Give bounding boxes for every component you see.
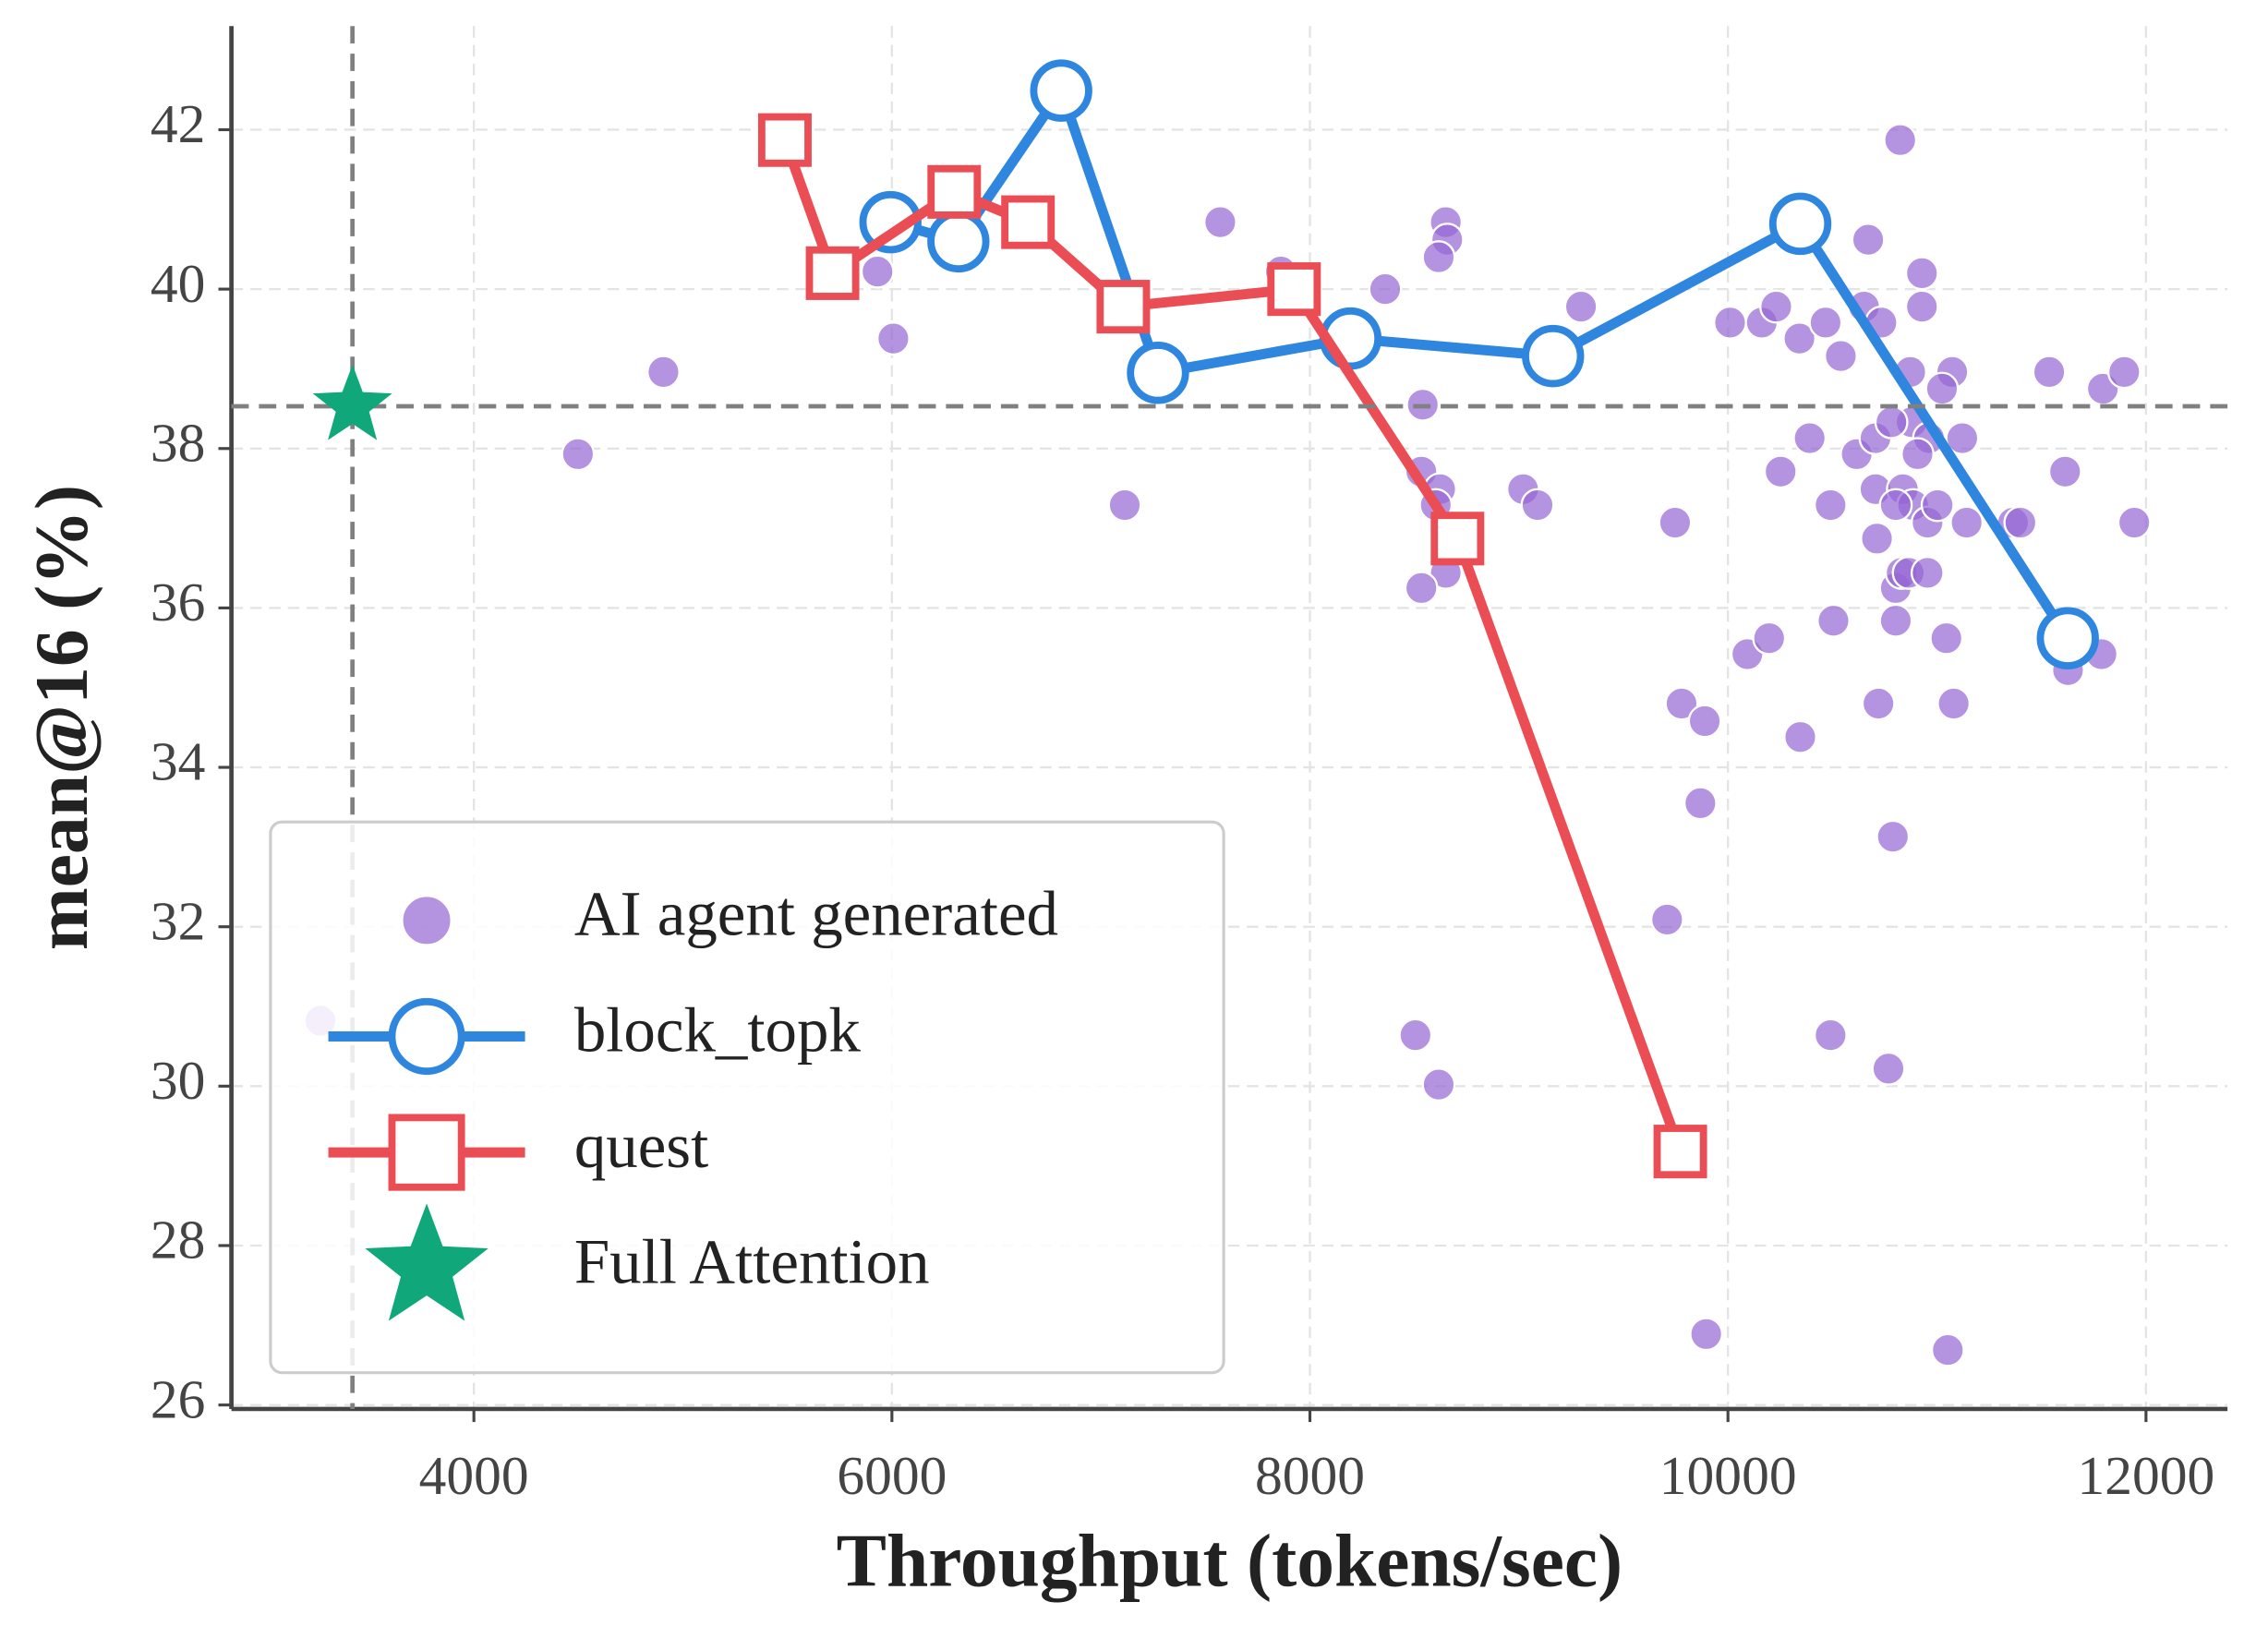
point	[876, 321, 911, 356]
y-tick-label: 30	[151, 1050, 206, 1111]
point	[2106, 355, 2141, 390]
legend-label: AI agent generated	[574, 879, 1058, 949]
x-tick-label: 6000	[837, 1445, 947, 1506]
point	[1687, 704, 1722, 739]
legend-marker	[388, 997, 465, 1076]
y-tick-label: 32	[151, 890, 206, 951]
point	[1107, 488, 1142, 523]
point	[1936, 686, 1972, 721]
point	[1904, 289, 1939, 324]
point	[1871, 1051, 1906, 1086]
point	[1808, 305, 1843, 340]
point	[1904, 256, 1939, 291]
point	[1900, 437, 1935, 472]
square-marker	[1653, 1125, 1707, 1179]
point	[1874, 404, 1909, 440]
point	[1929, 620, 1964, 656]
point	[1824, 339, 1858, 374]
point	[1910, 555, 1945, 590]
circle-marker	[1030, 59, 1092, 122]
point	[1763, 454, 1798, 489]
point	[646, 355, 681, 390]
square-marker	[1430, 512, 1485, 566]
point	[1421, 1067, 1456, 1102]
point	[1851, 223, 1886, 258]
point	[1752, 620, 1787, 656]
y-tick-label: 34	[151, 731, 206, 792]
point	[1861, 686, 1896, 721]
legend-label: Full Attention	[574, 1226, 930, 1296]
legend-label: quest	[574, 1111, 708, 1181]
point	[1649, 902, 1684, 937]
point	[1813, 1018, 1848, 1053]
point	[860, 254, 895, 289]
x-tick-label: 8000	[1255, 1445, 1365, 1506]
point	[1876, 819, 1911, 854]
legend-marker	[388, 1114, 465, 1191]
x-tick-label: 12000	[2077, 1445, 2214, 1506]
point	[1404, 571, 1439, 606]
point	[1683, 786, 1718, 821]
point	[1860, 521, 1894, 556]
x-tick-label: 4000	[419, 1445, 529, 1506]
point	[1945, 421, 1980, 455]
circle-marker	[2036, 607, 2099, 669]
point	[1883, 123, 1918, 158]
point	[1398, 1018, 1433, 1053]
square-marker	[805, 246, 860, 300]
point	[1368, 271, 1403, 307]
point	[1759, 289, 1793, 324]
point	[1782, 321, 1817, 356]
x-tick-label: 10000	[1659, 1445, 1797, 1506]
point	[2003, 505, 2038, 540]
y-tick-label: 28	[151, 1210, 206, 1271]
point	[1203, 205, 1237, 240]
point	[1658, 505, 1693, 540]
point	[1930, 1332, 1965, 1367]
y-axis-title: mean@16 (%)	[19, 485, 103, 950]
point	[1713, 305, 1747, 340]
point	[1949, 505, 1984, 540]
point	[561, 437, 596, 472]
square-marker	[927, 164, 982, 219]
star-marker	[312, 364, 392, 440]
point	[1689, 1317, 1724, 1352]
point	[1816, 603, 1851, 638]
point	[1664, 686, 1699, 721]
point	[2117, 505, 2152, 540]
point	[1783, 719, 1817, 754]
legend-box	[269, 820, 1225, 1375]
circle-marker	[1522, 324, 1585, 388]
circle-marker	[1768, 192, 1832, 256]
square-marker	[1267, 262, 1321, 317]
point	[1421, 240, 1456, 275]
circle-marker	[927, 210, 990, 273]
point	[1924, 371, 1960, 406]
legend-marker	[365, 1203, 489, 1321]
square-marker	[1001, 195, 1056, 249]
point	[1920, 488, 1955, 523]
y-tick-label: 26	[151, 1368, 206, 1429]
point	[2047, 454, 2082, 489]
point	[1813, 488, 1848, 523]
square-marker	[757, 113, 812, 167]
point	[2032, 355, 2067, 390]
legend-label: block_topk	[574, 994, 862, 1065]
point	[1563, 289, 1598, 324]
y-tick-label: 38	[151, 412, 206, 473]
point	[1792, 421, 1828, 455]
y-tick-label: 40	[151, 253, 206, 314]
point	[1878, 488, 1913, 523]
x-axis-title: Throughput (tokens/sec)	[837, 1518, 1623, 1602]
point	[1520, 488, 1555, 523]
y-tick-label: 42	[151, 93, 206, 154]
y-tick-label: 36	[151, 572, 206, 632]
legend-marker	[401, 895, 452, 946]
point	[1878, 603, 1913, 638]
circle-marker	[1127, 342, 1189, 404]
square-marker	[1096, 280, 1151, 334]
